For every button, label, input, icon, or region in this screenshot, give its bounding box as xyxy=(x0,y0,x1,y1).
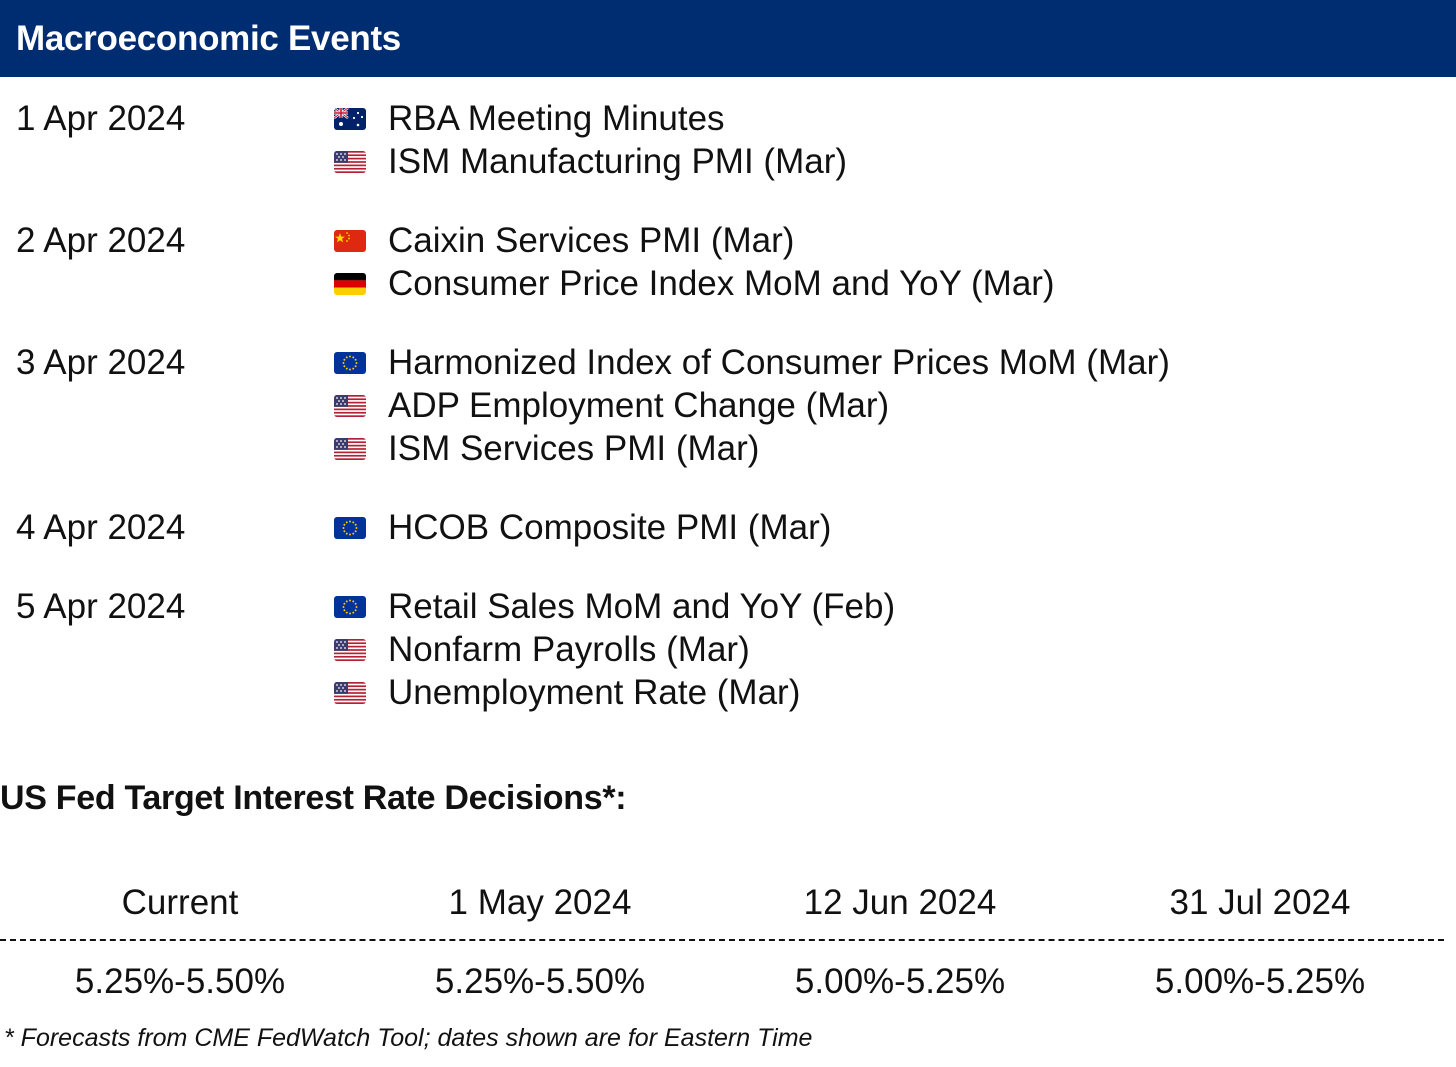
event-item: RBA Meeting Minutes xyxy=(334,99,1434,139)
event-label: ADP Employment Change (Mar) xyxy=(388,386,890,425)
event-label: ISM Manufacturing PMI (Mar) xyxy=(388,142,847,181)
event-item: ISM Manufacturing PMI (Mar) xyxy=(334,142,1434,182)
event-item: Retail Sales MoM and YoY (Feb) xyxy=(334,587,1434,627)
event-date: 1 Apr 2024 xyxy=(16,99,186,138)
event-label: HCOB Composite PMI (Mar) xyxy=(388,508,832,547)
event-date: 3 Apr 2024 xyxy=(16,343,186,382)
fed-section-title: US Fed Target Interest Rate Decisions*: xyxy=(0,779,627,817)
event-label: Unemployment Rate (Mar) xyxy=(388,673,801,712)
event-label: RBA Meeting Minutes xyxy=(388,99,725,138)
event-item: Nonfarm Payrolls (Mar) xyxy=(334,630,1434,670)
event-item: Consumer Price Index MoM and YoY (Mar) xyxy=(334,264,1434,304)
eu-flag-icon xyxy=(334,596,366,618)
event-label: Harmonized Index of Consumer Prices MoM … xyxy=(388,343,1170,382)
event-item: Unemployment Rate (Mar) xyxy=(334,673,1434,713)
event-label: Retail Sales MoM and YoY (Feb) xyxy=(388,587,896,626)
china-flag-icon xyxy=(334,230,366,252)
us-flag-icon xyxy=(334,639,366,661)
header-bar: Macroeconomic Events xyxy=(0,0,1456,77)
event-date: 2 Apr 2024 xyxy=(16,221,186,260)
event-label: ISM Services PMI (Mar) xyxy=(388,429,760,468)
event-date: 4 Apr 2024 xyxy=(16,508,186,547)
event-item: HCOB Composite PMI (Mar) xyxy=(334,508,1434,548)
dashed-divider xyxy=(0,939,1444,941)
event-label: Caixin Services PMI (Mar) xyxy=(388,221,795,260)
rate-value-may: 5.25%-5.50% xyxy=(434,962,646,1001)
rate-value-jul: 5.00%-5.25% xyxy=(1154,962,1366,1001)
eu-flag-icon xyxy=(334,517,366,539)
rate-header-may: 1 May 2024 xyxy=(448,883,632,922)
rate-value-jun: 5.00%-5.25% xyxy=(794,962,1006,1001)
us-flag-icon xyxy=(334,151,366,173)
event-label: Nonfarm Payrolls (Mar) xyxy=(388,630,750,669)
rate-value-current: 5.25%-5.50% xyxy=(74,962,286,1001)
us-flag-icon xyxy=(334,438,366,460)
eu-flag-icon xyxy=(334,352,366,374)
event-item: Harmonized Index of Consumer Prices MoM … xyxy=(334,343,1434,383)
rate-header-jul: 31 Jul 2024 xyxy=(1169,883,1351,922)
us-flag-icon xyxy=(334,395,366,417)
event-item: ADP Employment Change (Mar) xyxy=(334,386,1434,426)
rate-header-current: Current xyxy=(121,883,239,922)
event-date: 5 Apr 2024 xyxy=(16,587,186,626)
event-item: Caixin Services PMI (Mar) xyxy=(334,221,1434,261)
australia-flag-icon xyxy=(334,108,366,130)
page-title: Macroeconomic Events xyxy=(16,19,401,58)
event-item: ISM Services PMI (Mar) xyxy=(334,429,1434,469)
rate-header-jun: 12 Jun 2024 xyxy=(803,883,997,922)
us-flag-icon xyxy=(334,682,366,704)
footnote: * Forecasts from CME FedWatch Tool; date… xyxy=(4,1024,813,1052)
event-label: Consumer Price Index MoM and YoY (Mar) xyxy=(388,264,1055,303)
germany-flag-icon xyxy=(334,273,366,295)
